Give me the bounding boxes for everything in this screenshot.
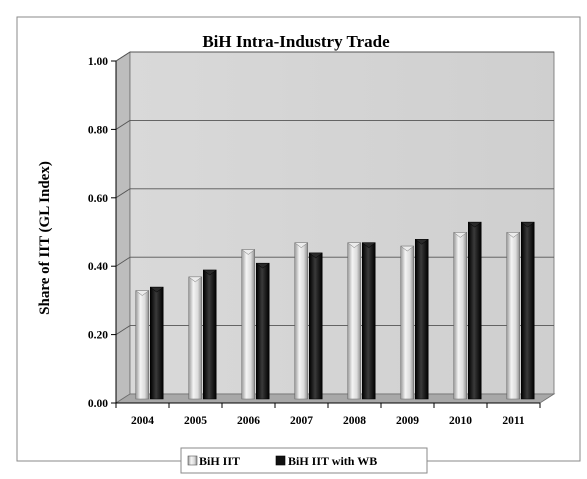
y-axis-label: Share of IIT (GL Index) — [37, 161, 53, 315]
bar-bih-iit — [294, 242, 308, 400]
bar-top-bih-iit — [400, 245, 415, 252]
y-tick-label: 0.40 — [88, 261, 108, 273]
x-tick-label: 2007 — [290, 415, 313, 427]
gridline-side — [115, 188, 131, 199]
bar-top-bih-iit-with-wb — [255, 262, 270, 269]
legend-swatch-bih-iit-with-wb — [275, 455, 286, 466]
x-axis-ticks: 2004 2005 2006 2007 2008 2009 2010 2011 — [115, 403, 541, 427]
x-tick-label: 2010 — [449, 415, 472, 427]
plot-side-wall — [115, 51, 131, 404]
bar-bih-iit — [135, 290, 149, 400]
gridline-side — [115, 51, 131, 62]
bar-top-bih-iit-with-wb — [149, 286, 164, 293]
bar-top-bih-iit-with-wb — [520, 221, 535, 228]
x-tick-label: 2011 — [502, 415, 525, 427]
bar-bih-iit-with-wb — [415, 239, 429, 400]
gridline-side — [115, 120, 131, 130]
bar-top-bih-iit-with-wb — [308, 252, 323, 259]
y-axis-ticks: 0.00 0.20 0.40 0.60 0.80 1.00 — [88, 56, 116, 410]
bar-top-bih-iit — [241, 249, 256, 255]
legend: BiH IIT BiH IIT with WB — [180, 447, 428, 474]
bar-top-bih-iit-with-wb — [361, 242, 376, 248]
bars — [135, 221, 535, 400]
bar-top-bih-iit — [347, 242, 362, 248]
bar-bih-iit-with-wb — [309, 252, 323, 400]
bar-bih-iit-with-wb — [150, 286, 164, 400]
legend-swatch-bih-iit — [187, 455, 198, 466]
bar-top-bih-iit — [453, 232, 468, 238]
bar-top-bih-iit — [506, 232, 521, 238]
bar-top-bih-iit-with-wb — [414, 239, 429, 245]
bar-bih-iit-with-wb — [468, 221, 482, 400]
bar-bih-iit-with-wb — [521, 221, 535, 400]
bar-bih-iit — [241, 249, 255, 400]
y-tick-label: 0.80 — [88, 124, 108, 136]
bar-top-bih-iit — [188, 276, 203, 283]
y-tick-label: 1.00 — [88, 56, 108, 68]
bar-bih-iit — [506, 232, 520, 400]
legend-label-bih-iit-with-wb: BiH IIT with WB — [288, 454, 377, 468]
legend-box — [180, 447, 428, 474]
x-tick-label: 2006 — [237, 415, 260, 427]
bar-bih-iit — [453, 232, 467, 400]
bar-top-bih-iit — [294, 242, 309, 248]
bar-top-bih-iit — [135, 290, 150, 296]
bar-bih-iit — [188, 276, 202, 400]
bar-bih-iit-with-wb — [256, 262, 270, 400]
x-tick-label: 2009 — [396, 415, 419, 427]
x-tick-label: 2004 — [131, 415, 154, 427]
y-tick-label: 0.20 — [88, 330, 108, 342]
gridline-side — [115, 256, 131, 267]
y-tick-label: 0.00 — [88, 398, 108, 410]
y-tick-label: 0.60 — [88, 193, 108, 205]
x-tick-label: 2005 — [184, 415, 207, 427]
gridline-side — [115, 325, 131, 335]
bar-bih-iit — [347, 242, 361, 400]
bar-top-bih-iit-with-wb — [467, 221, 482, 228]
legend-label-bih-iit: BiH IIT — [199, 454, 240, 468]
x-tick-label: 2008 — [343, 415, 366, 427]
bar-bih-iit — [400, 245, 414, 400]
bar-bih-iit-with-wb — [362, 242, 376, 400]
bar-bih-iit-with-wb — [203, 269, 217, 400]
bar-top-bih-iit-with-wb — [202, 269, 217, 276]
plot-floor — [114, 393, 556, 404]
chart-title: BiH Intra-Industry Trade — [202, 32, 390, 51]
